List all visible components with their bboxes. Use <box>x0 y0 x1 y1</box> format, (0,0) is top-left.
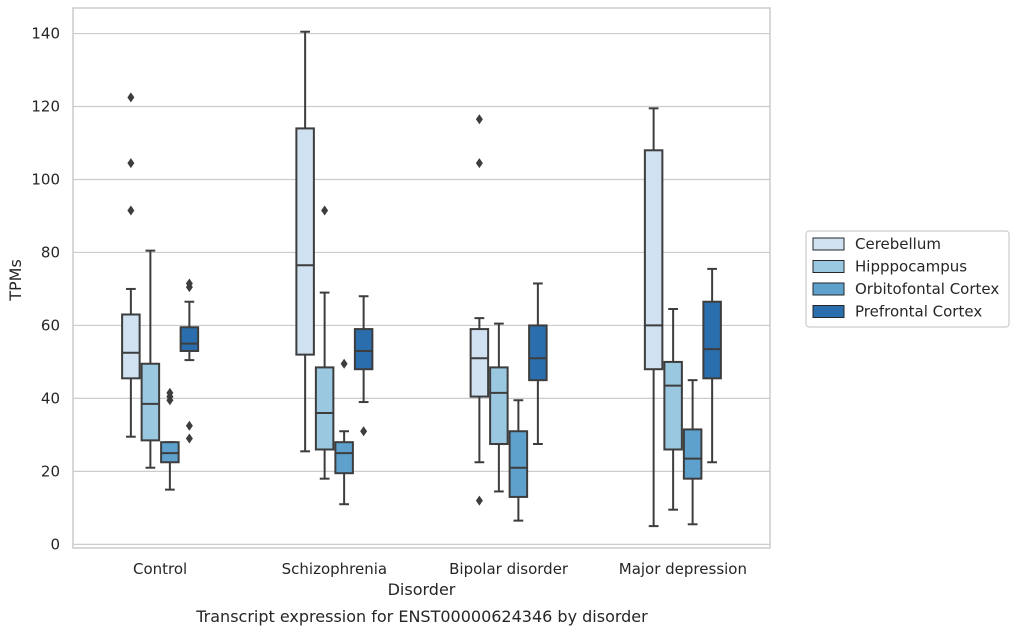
outlier-point <box>127 205 135 216</box>
box-iqr <box>140 362 161 442</box>
legend-swatch <box>812 282 845 296</box>
box-iqr <box>179 326 200 352</box>
legend-label: Hipppocampus <box>855 258 967 276</box>
outlier-point <box>360 426 368 437</box>
box-iqr <box>469 328 490 398</box>
box-orbitofontal-cortex <box>682 379 703 526</box>
box-plot-layer <box>121 30 722 528</box>
box-iqr <box>528 324 548 382</box>
box-iqr <box>702 300 722 380</box>
box-hipppocampus <box>140 249 161 469</box>
legend-swatch <box>812 260 845 273</box>
chart-caption: Transcript expression for ENST0000062434… <box>195 607 648 626</box>
x-tick-label: Bipolar disorder <box>449 560 569 578</box>
box-prefrontal-cortex <box>528 282 548 446</box>
y-tick-label: 60 <box>41 316 60 334</box>
x-tick-label: Control <box>133 560 187 578</box>
box-iqr <box>663 360 683 451</box>
y-tick-label: 100 <box>31 170 60 188</box>
legend-frame <box>805 230 1010 328</box>
outlier-point <box>185 278 193 289</box>
box-iqr <box>295 127 315 356</box>
box-cerebellum <box>121 92 141 438</box>
box-prefrontal-cortex <box>179 278 200 444</box>
box-cerebellum <box>295 30 315 453</box>
outlier-point <box>340 358 348 369</box>
box-prefrontal-cortex <box>353 295 374 437</box>
y-tick-label: 80 <box>41 243 60 261</box>
x-axis-title: Disorder <box>388 580 456 599</box>
box-orbitofontal-cortex <box>334 358 354 506</box>
box-cerebellum <box>643 107 664 528</box>
outlier-point <box>475 495 483 506</box>
outlier-point <box>127 158 135 169</box>
legend: Cerebellum Hipppocampus Orbitofontal Corte… <box>805 230 1010 328</box>
y-tick-label: 0 <box>50 535 60 553</box>
y-axis-title: TPMs <box>6 259 25 302</box>
box-orbitofontal-cortex <box>508 399 529 522</box>
box-cerebellum <box>469 114 490 506</box>
legend-swatch <box>812 305 845 318</box>
legend-label: Orbitofontal Cortex <box>855 280 999 298</box>
box-iqr <box>643 149 664 371</box>
box-orbitofontal-cortex <box>160 387 180 491</box>
box-iqr <box>121 313 141 380</box>
box-hipppocampus <box>663 308 683 511</box>
y-tick-label: 20 <box>41 462 60 480</box>
box-prefrontal-cortex <box>702 267 722 464</box>
box-iqr <box>334 441 354 475</box>
box-iqr <box>314 366 335 451</box>
plot-frame <box>72 7 771 549</box>
y-tick-label: 120 <box>31 98 60 116</box>
gridlines <box>73 32 770 545</box>
box-hipppocampus <box>489 322 509 493</box>
outlier-point <box>185 420 193 431</box>
box-iqr <box>508 430 529 498</box>
y-axis-ticks: 0 20 40 60 80 100 120 140 <box>31 25 60 554</box>
y-tick-label: 140 <box>31 25 60 43</box>
y-tick-label: 40 <box>41 389 60 407</box>
legend-label: Prefrontal Cortex <box>855 303 982 321</box>
x-tick-label: Major depression <box>619 560 747 578</box>
outlier-point <box>475 158 483 169</box>
outlier-point <box>321 205 329 216</box>
outlier-point <box>475 114 483 125</box>
legend-label: Cerebellum <box>855 235 941 253</box>
outlier-point <box>185 433 193 444</box>
box-iqr <box>353 328 374 371</box>
legend-swatch <box>812 237 845 251</box>
x-axis-ticks: Control Schizophrenia Bipolar disorder Majo… <box>133 560 747 578</box>
box-iqr <box>489 366 509 446</box>
box-iqr <box>682 428 703 480</box>
box-hipppocampus <box>314 205 335 480</box>
x-tick-label: Schizophrenia <box>282 560 387 578</box>
outlier-point <box>127 92 135 103</box>
outlier-point <box>166 387 174 398</box>
